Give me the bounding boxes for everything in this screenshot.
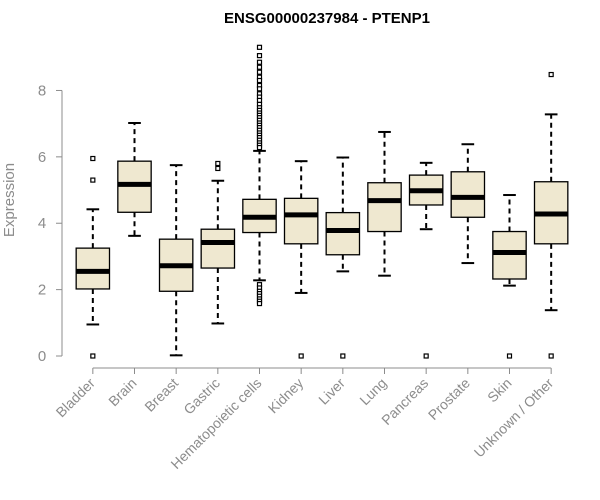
chart-title: ENSG00000237984 - PTENP1 [224,10,430,27]
outlier-point [506,353,513,359]
outlier-point [90,177,96,183]
box-7 [325,156,361,359]
outlier-point [256,77,263,84]
y-tick-label: 0 [38,348,46,365]
y-tick-label: 2 [38,282,46,299]
category-label: Bladder [53,375,99,421]
outlier-point [215,165,221,172]
outlier-point [256,300,263,307]
box-4 [200,160,236,325]
outlier-point [423,353,429,359]
box-group [75,44,569,359]
outlier-point [215,160,221,167]
outlier-point [256,64,263,70]
category-label: Skin [484,375,515,406]
outlier-point [548,353,554,359]
box-6 [283,160,319,359]
outlier-point [256,144,263,151]
y-axis-label: Expression [1,163,18,237]
box-10 [450,143,486,265]
box-1 [75,155,111,359]
y-tick-label: 8 [38,82,46,99]
box-5 [242,44,277,307]
y-tick-label: 4 [38,215,46,232]
box-8 [367,130,402,277]
box-iqr [200,228,236,269]
category-label: Lung [356,375,389,408]
box-iqr [283,197,319,245]
y-tick-label: 6 [38,149,46,166]
outlier-point [256,53,263,59]
box-12 [533,71,569,359]
outlier-point [256,69,263,75]
category-label: Brain [105,375,139,409]
category-label: Kidney [265,375,307,417]
outlier-point [90,353,96,359]
box-3 [158,164,194,357]
box-iqr [325,211,361,256]
outlier-point [90,155,96,162]
box-iqr [75,247,111,290]
category-label: Prostate [425,375,473,423]
outlier-point [548,71,554,78]
y-axis: 0 2 4 6 8 [38,82,63,365]
box-iqr [450,171,486,218]
box-9 [408,161,444,359]
category-label: Liver [315,375,348,408]
outlier-point [340,353,346,359]
category-label: Unknown / Other [471,375,557,461]
outlier-point [256,86,263,92]
box-2 [117,121,152,237]
outlier-point [256,44,263,50]
box-iqr [492,230,527,280]
box-iqr [367,182,402,233]
box-11 [492,194,527,359]
outlier-point [256,59,263,65]
outlier-point [298,353,304,359]
category-label: Breast [141,375,181,415]
